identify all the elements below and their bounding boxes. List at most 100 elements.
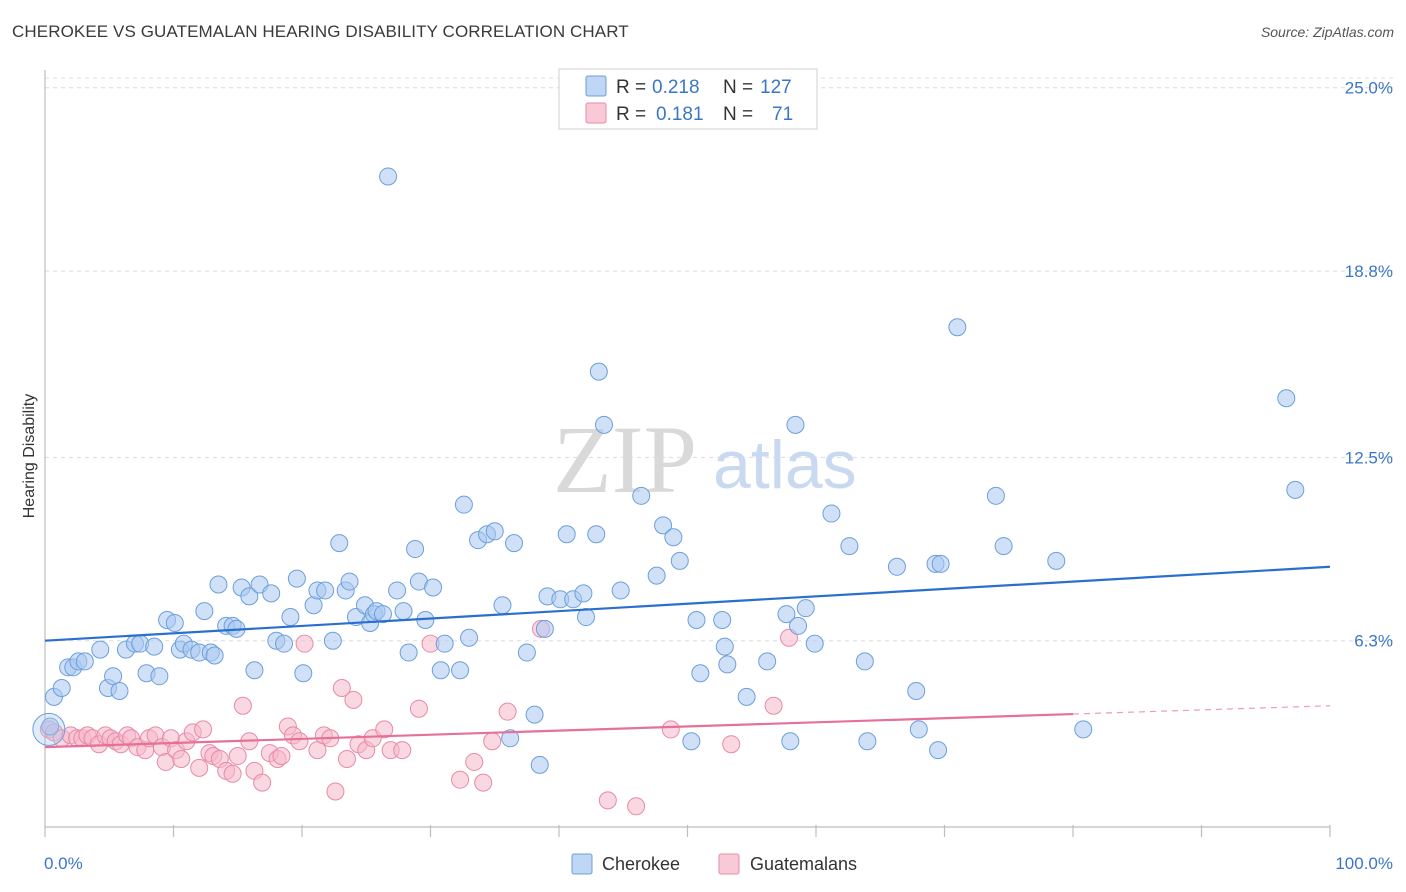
cherokee-point	[275, 634, 294, 653]
cherokee-point	[855, 652, 874, 671]
guatemalans-point	[465, 752, 484, 771]
cherokee-point	[287, 569, 306, 588]
cherokee-point	[691, 664, 710, 683]
cherokee-point	[150, 667, 169, 686]
watermark-zip: ZIP	[553, 406, 697, 513]
cherokee-point	[75, 652, 94, 671]
cherokee-point	[388, 581, 407, 600]
cherokee-point	[587, 525, 606, 544]
guatemalans-point	[190, 758, 209, 777]
cherokee-point	[1286, 480, 1305, 499]
cherokee-point	[789, 616, 808, 635]
cherokee-point	[654, 516, 673, 535]
guatemalans-point	[272, 747, 291, 766]
trend-lines	[44, 565, 1331, 749]
cherokee-point	[294, 664, 313, 683]
guatemalans-point	[598, 791, 617, 810]
cherokee-point	[245, 661, 264, 680]
cherokee-point	[670, 551, 689, 570]
cherokee-point	[887, 557, 906, 576]
guatemalans-point	[290, 732, 309, 751]
guatemalans-point	[253, 773, 272, 792]
guatemalans-point	[332, 679, 351, 698]
cherokee-point	[931, 554, 950, 573]
cherokee-point	[737, 687, 756, 706]
cherokee-point	[907, 681, 926, 700]
axes	[44, 70, 1331, 837]
cherokee-point	[501, 729, 520, 748]
cherokee-point	[316, 581, 335, 600]
cherokee-point	[589, 362, 608, 381]
bottom-legend-guatemalans: Guatemalans	[750, 854, 857, 874]
legend: R = 0.218 N = 127 R = 0.181 N = 71	[558, 68, 818, 130]
cherokee-point	[781, 732, 800, 751]
cherokee-point-cluster	[32, 712, 66, 746]
legend-swatch-cherokee	[585, 75, 607, 97]
cherokee-point	[840, 537, 859, 556]
cherokee-point	[687, 611, 706, 630]
cherokee-point	[373, 605, 392, 624]
cherokee-point	[145, 637, 164, 656]
cherokee-point	[304, 596, 323, 615]
cherokee-point	[262, 584, 281, 603]
legend-n-label-guatemalans: N =	[723, 104, 753, 125]
guatemalans-point	[483, 732, 502, 751]
cherokee-point	[777, 605, 796, 624]
guatemalans-point	[194, 720, 213, 739]
guatemalans-point	[344, 690, 363, 709]
cherokee-point	[379, 167, 398, 186]
x-tick-label-min: 0.0%	[44, 854, 83, 873]
cherokee-point	[485, 522, 504, 541]
cherokee-point	[493, 596, 512, 615]
guatemalans-point	[661, 720, 680, 739]
cherokee-point	[594, 415, 613, 434]
legend-swatch-guatemalans	[585, 102, 607, 124]
cherokee-point	[340, 572, 359, 591]
cherokee-point	[209, 575, 228, 594]
cherokee-points	[32, 167, 1305, 774]
cherokee-point	[858, 732, 877, 751]
cherokee-point	[909, 720, 928, 739]
cherokee-point	[454, 495, 473, 514]
guatemalans-point	[722, 735, 741, 754]
cherokee-point	[1277, 389, 1296, 408]
cherokee-point	[91, 640, 110, 659]
y-tick-label: 25.0%	[1345, 79, 1393, 98]
legend-r-value-guatemalans: 0.181	[656, 104, 704, 125]
cherokee-point	[822, 504, 841, 523]
grid-lines	[45, 77, 1395, 642]
cherokee-point	[713, 611, 732, 630]
guatemalans-point	[409, 699, 428, 718]
x-tick-labels: 0.0% 100.0%	[44, 854, 1393, 873]
bottom-legend-swatch-guatemalans	[718, 853, 740, 875]
chart-title: CHEROKEE VS GUATEMALAN HEARING DISABILIT…	[12, 22, 629, 41]
cherokee-point	[574, 584, 593, 603]
cherokee-point	[41, 717, 60, 736]
cherokee-point	[682, 732, 701, 751]
guatemalans-point	[393, 741, 412, 760]
y-tick-label: 12.5%	[1345, 448, 1393, 467]
cherokee-point	[323, 631, 342, 650]
guatemalans-points	[39, 619, 799, 816]
cherokee-point	[525, 705, 544, 724]
cherokee-point	[394, 602, 413, 621]
cherokee-point	[557, 525, 576, 544]
guatemalans-point	[451, 770, 470, 789]
guatemalans-point	[326, 782, 345, 801]
legend-n-value-cherokee: 127	[760, 77, 792, 98]
guatemalans-point	[233, 696, 252, 715]
cherokee-trend-line	[44, 565, 1331, 642]
cherokee-point	[530, 755, 549, 774]
guatemalans-point	[228, 747, 247, 766]
cherokee-point	[406, 540, 425, 559]
guatemalans-point	[764, 696, 783, 715]
cherokee-point	[647, 566, 666, 585]
cherokee-point	[460, 628, 479, 647]
cherokee-point	[786, 415, 805, 434]
cherokee-point	[805, 634, 824, 653]
watermark-atlas: atlas	[713, 427, 857, 503]
cherokee-point	[165, 613, 184, 632]
cherokee-point	[1047, 551, 1066, 570]
cherokee-point	[451, 661, 470, 680]
